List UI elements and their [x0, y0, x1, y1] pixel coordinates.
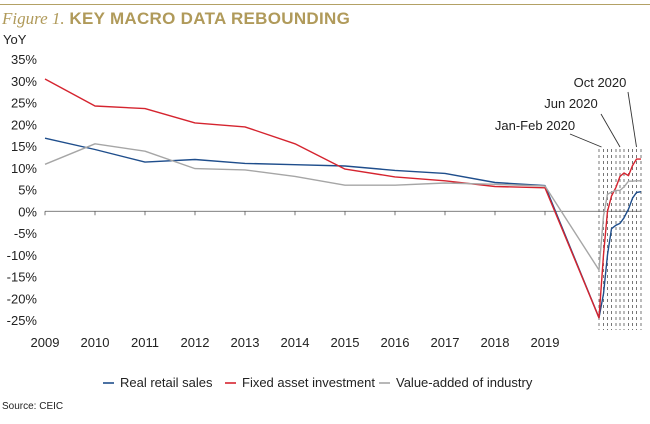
y-tick-label: 30% [11, 74, 37, 89]
y-tick-label: 15% [11, 139, 37, 154]
legend-label: Fixed asset investment [242, 375, 375, 390]
annotation-label: Jun 2020 [544, 96, 598, 111]
legend-label: Value-added of industry [396, 375, 533, 390]
series-lines [44, 78, 642, 319]
x-tick-label: 2011 [131, 335, 159, 350]
y-tick-label: 10% [11, 161, 37, 176]
y-tick-label: -15% [7, 270, 38, 285]
annotation-leader [569, 133, 602, 148]
y-tick-label: 0% [18, 204, 37, 219]
x-tick-label: 2012 [181, 335, 210, 350]
x-tick-label: 2017 [431, 335, 460, 350]
figure-heading: KEY MACRO DATA REBOUNDING [69, 9, 351, 28]
series-line [44, 137, 642, 319]
y-tick-label: -10% [7, 248, 38, 263]
x-tick-label: 2013 [231, 335, 260, 350]
annotation-label: Jan-Feb 2020 [495, 118, 575, 133]
x-tick-label: 2016 [381, 335, 410, 350]
annotation-label: Oct 2020 [574, 75, 627, 90]
x-tick-label: 2019 [531, 335, 560, 350]
y-axis-ticks: 35% 30% 25% 20% 15% 10% 5% 0% -5% -10% -15% -20% -25… [7, 52, 38, 328]
x-tick-label: 2010 [81, 335, 110, 350]
y-tick-label: 35% [11, 52, 37, 67]
source-note: Source: CEIC [2, 401, 64, 412]
x-tick-label: 2015 [331, 335, 360, 350]
annotations: Oct 2020 Jun 2020 Jan-Feb 2020 [495, 75, 637, 148]
y-tick-label: -5% [14, 226, 38, 241]
figure-number: Figure 1. [2, 9, 65, 28]
zero-axis [44, 210, 641, 216]
legend: Real retail sales Fixed asset investment V… [103, 375, 533, 390]
series-line [44, 143, 641, 271]
legend-label: Real retail sales [120, 375, 213, 390]
x-axis-ticks: 2009 2010 2011 2012 2013 2014 2015 2016 2017 2018… [31, 335, 560, 350]
y-tick-label: 25% [11, 96, 37, 111]
series-line [44, 78, 641, 319]
x-tick-label: 2014 [281, 335, 310, 350]
y-tick-label: -20% [7, 291, 38, 306]
x-tick-label: 2018 [481, 335, 510, 350]
figure-title: Figure 1. KEY MACRO DATA REBOUNDING [2, 9, 350, 29]
x-tick-label: 2009 [31, 335, 60, 350]
monthly-markers [598, 149, 642, 330]
y-tick-label: -25% [7, 313, 38, 328]
y-tick-label: 20% [11, 117, 37, 132]
annotation-leader [627, 91, 637, 148]
y-axis-label: YoY [3, 32, 27, 47]
annotation-leader [600, 113, 621, 148]
y-tick-label: 5% [18, 183, 37, 198]
title-rule [0, 4, 650, 5]
